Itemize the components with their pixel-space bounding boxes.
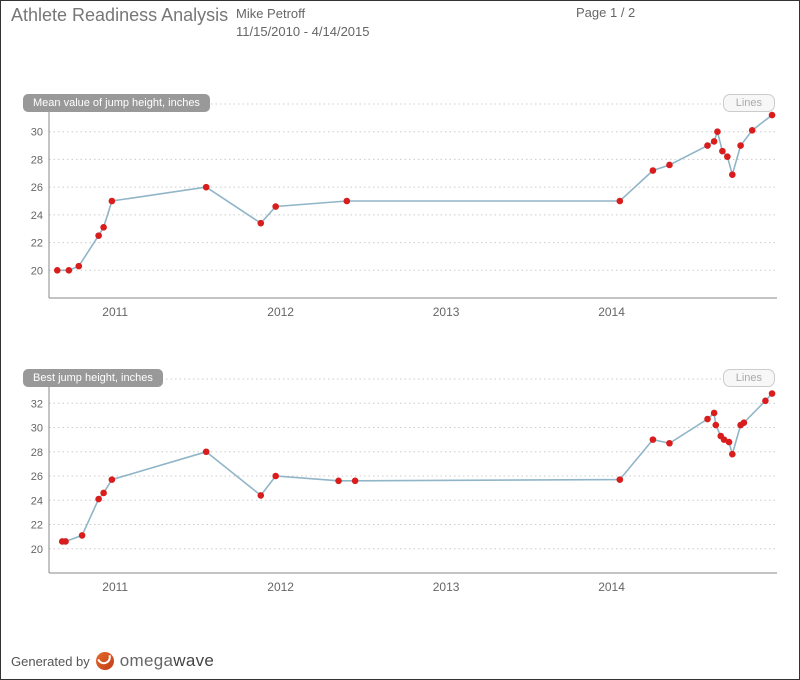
report-page: Athlete Readiness Analysis Mike Petroff … bbox=[0, 0, 800, 680]
svg-text:2011: 2011 bbox=[102, 305, 128, 319]
lines-button[interactable]: Lines bbox=[723, 369, 775, 387]
svg-text:22: 22 bbox=[31, 238, 43, 250]
chart-best-jump: Best jump height, inches Lines 202224262… bbox=[11, 371, 789, 606]
svg-text:26: 26 bbox=[31, 182, 43, 194]
chart-label: Mean value of jump height, inches bbox=[23, 94, 210, 112]
svg-text:2012: 2012 bbox=[267, 580, 294, 594]
svg-text:20: 20 bbox=[31, 265, 43, 277]
brand-prefix: omega bbox=[120, 651, 173, 670]
omegawave-logo-icon bbox=[96, 652, 114, 670]
chart-svg: 20 22 24 26 28 30 2011 2012 2013 2014 bbox=[11, 96, 787, 326]
lines-button[interactable]: Lines bbox=[723, 94, 775, 112]
svg-text:26: 26 bbox=[31, 471, 43, 483]
brand-suffix: wave bbox=[173, 651, 214, 670]
svg-text:22: 22 bbox=[31, 520, 43, 532]
charts-area: Mean value of jump height, inches Lines … bbox=[11, 96, 789, 646]
header: Athlete Readiness Analysis Mike Petroff … bbox=[1, 1, 799, 41]
svg-text:32: 32 bbox=[31, 398, 43, 410]
svg-text:20: 20 bbox=[31, 544, 43, 556]
svg-text:2012: 2012 bbox=[267, 305, 294, 319]
header-meta: Mike Petroff 11/15/2010 - 4/14/2015 bbox=[236, 5, 576, 41]
svg-text:28: 28 bbox=[31, 447, 43, 459]
svg-text:2014: 2014 bbox=[598, 305, 625, 319]
athlete-name: Mike Petroff bbox=[236, 5, 576, 23]
svg-text:2013: 2013 bbox=[433, 305, 460, 319]
footer: Generated by omegawave bbox=[11, 651, 214, 671]
generated-by-label: Generated by bbox=[11, 654, 90, 669]
svg-text:30: 30 bbox=[31, 423, 43, 435]
chart-mean-jump: Mean value of jump height, inches Lines … bbox=[11, 96, 789, 331]
chart-label: Best jump height, inches bbox=[23, 369, 163, 387]
svg-text:24: 24 bbox=[31, 210, 43, 222]
date-range: 11/15/2010 - 4/14/2015 bbox=[236, 23, 576, 41]
page-indicator: Page 1 / 2 bbox=[576, 5, 635, 41]
svg-text:30: 30 bbox=[31, 127, 43, 139]
svg-text:2013: 2013 bbox=[433, 580, 460, 594]
svg-text:2011: 2011 bbox=[102, 580, 128, 594]
chart-svg: 20 22 24 26 28 30 32 2011 2012 2013 2014 bbox=[11, 371, 787, 601]
svg-text:24: 24 bbox=[31, 495, 43, 507]
svg-text:2014: 2014 bbox=[598, 580, 625, 594]
report-title: Athlete Readiness Analysis bbox=[11, 5, 236, 41]
svg-text:28: 28 bbox=[31, 154, 43, 166]
brand-text: omegawave bbox=[120, 651, 214, 671]
